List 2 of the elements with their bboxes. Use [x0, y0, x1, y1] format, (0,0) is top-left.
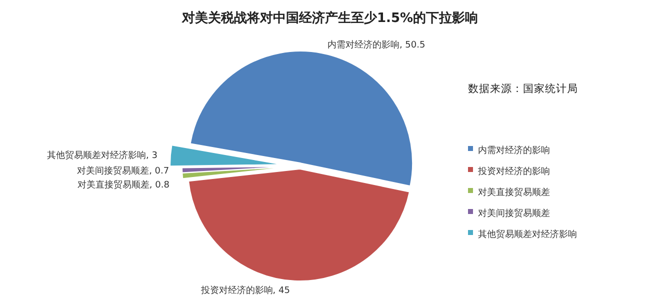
- source-note: 数据来源：国家统计局: [468, 82, 578, 95]
- chart-title: 对美关税战将对中国经济产生至少1.5%的下拉影响: [180, 10, 478, 26]
